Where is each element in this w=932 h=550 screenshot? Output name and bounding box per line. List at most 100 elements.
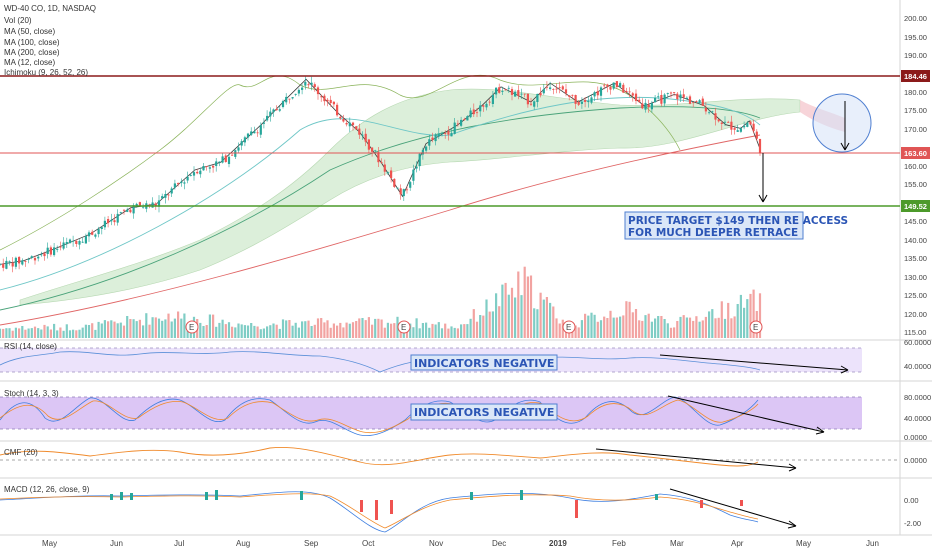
- candle-body: [275, 109, 278, 111]
- candle-body: [304, 82, 307, 86]
- candle-body: [390, 170, 393, 178]
- macd-hist-bar: [375, 500, 378, 520]
- candle-body: [14, 257, 17, 267]
- candle-body: [186, 176, 189, 181]
- volume-bar: [75, 330, 78, 338]
- candle-body: [405, 189, 409, 191]
- volume-bar: [84, 324, 87, 338]
- volume-bar: [612, 317, 615, 338]
- volume-bar: [590, 312, 593, 338]
- candle-body: [482, 105, 485, 107]
- volume-bar: [673, 327, 676, 338]
- cmf-pane-title: CMF (20): [4, 448, 38, 457]
- candle-body: [91, 231, 94, 235]
- volume-bar: [698, 321, 701, 338]
- volume-bar: [266, 326, 269, 338]
- volume-bar: [161, 320, 164, 338]
- volume-bar: [167, 313, 170, 338]
- candle-body: [161, 196, 164, 199]
- volume-bar: [501, 284, 504, 338]
- volume-bar: [33, 326, 37, 338]
- candle-body: [126, 209, 129, 212]
- candle-body: [498, 87, 501, 93]
- volume-bar: [135, 321, 138, 338]
- volume-bar: [148, 324, 151, 338]
- current-badge-bg: [901, 147, 930, 159]
- candle-body: [56, 249, 59, 250]
- candle-body: [256, 132, 259, 134]
- earnings-marker-circle: [397, 320, 411, 334]
- candle-body: [246, 133, 250, 138]
- volume-bar: [730, 318, 733, 338]
- volume-bar: [440, 328, 444, 338]
- volume-bar: [371, 324, 374, 338]
- volume-bar: [533, 308, 536, 338]
- volume-bar: [180, 318, 183, 338]
- candle-body: [507, 87, 510, 89]
- candle-body: [37, 256, 40, 259]
- price-tick-115: 115.00: [904, 328, 926, 337]
- candle-body: [342, 119, 345, 122]
- stoch-tick-0: 0.0000: [904, 433, 927, 442]
- x-tick-2019: 2019: [549, 539, 567, 548]
- volume-bar: [523, 266, 526, 338]
- legend-ma200: MA (200, close): [4, 48, 60, 57]
- volume-bar: [580, 320, 583, 338]
- pane-borders: [0, 0, 932, 536]
- volume-bar: [53, 323, 56, 338]
- candle-body: [243, 137, 246, 143]
- candle-body: [361, 134, 364, 136]
- price-axis: 200.00 195.00 190.00 180.00 175.00 170.0…: [904, 14, 927, 337]
- volume-bar: [173, 318, 176, 338]
- volume-bar: [539, 292, 542, 338]
- volume-bar: [202, 326, 205, 338]
- candle-body: [24, 261, 27, 262]
- x-tick-may-2019: May: [796, 539, 811, 548]
- volume-bar: [421, 323, 424, 338]
- candle-body: [529, 103, 533, 105]
- volume-bar: [14, 327, 17, 338]
- macd-trend-arrow: [669, 488, 797, 527]
- candle-body: [666, 93, 669, 94]
- price-target-line-2: FOR MUCH DEEPER RETRACE: [628, 227, 798, 239]
- candle-body: [68, 239, 72, 244]
- candle-body: [65, 242, 68, 245]
- candle-body: [552, 89, 555, 90]
- candle-body: [132, 205, 135, 214]
- volume-bar: [43, 324, 46, 338]
- rsi-note-box: [410, 354, 558, 371]
- candle-body: [564, 89, 568, 94]
- volume-bar: [157, 318, 161, 338]
- volume-bar: [307, 320, 310, 338]
- volume-bar: [688, 317, 692, 338]
- x-tick-jun: Jun: [110, 539, 123, 548]
- future-cloud-circle: [812, 93, 872, 153]
- volume-bar: [444, 323, 447, 338]
- candle-body: [641, 103, 644, 109]
- candle-body: [418, 153, 421, 167]
- price-drop-arrowhead: [758, 194, 768, 203]
- volume-bar: [758, 293, 762, 338]
- price-tick-140: 140.00: [904, 236, 927, 245]
- volume-bar: [631, 312, 634, 338]
- volume-bar: [383, 327, 386, 338]
- candle-body: [2, 263, 5, 268]
- volume-bar: [577, 327, 580, 338]
- volume-bar: [218, 322, 221, 338]
- volume-bar: [723, 318, 727, 338]
- candle-body: [30, 256, 33, 258]
- stoch-arrowhead: [815, 426, 825, 435]
- candle-body: [383, 164, 386, 172]
- candle-body: [723, 121, 727, 123]
- candle-body: [514, 91, 517, 97]
- legend-ma100: MA (100, close): [4, 38, 60, 47]
- candle-body: [456, 123, 459, 125]
- candle-body: [526, 93, 529, 105]
- x-tick-sep: Sep: [304, 539, 319, 548]
- volume-bar: [380, 319, 383, 338]
- x-tick-oct: Oct: [362, 539, 375, 548]
- volume-bar: [316, 318, 320, 338]
- indicator-axis: 60.0000 40.0000 80.0000 40.0000 0.0000 0…: [904, 338, 931, 528]
- volume-bar: [599, 320, 603, 338]
- support-badge-bg: [901, 200, 930, 212]
